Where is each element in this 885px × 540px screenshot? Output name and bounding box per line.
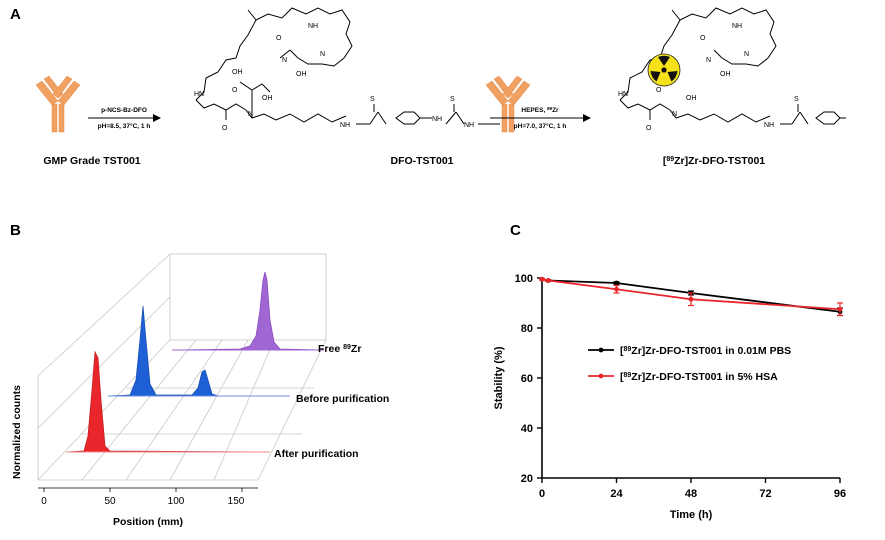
trace-free-zr — [171, 271, 325, 351]
dfo-structure — [195, 7, 500, 125]
x-tick-label: 0 — [539, 488, 545, 500]
legend-marker — [598, 347, 604, 353]
panel-label-a: A — [10, 6, 21, 23]
series-group — [539, 276, 843, 317]
radiation-hazard-icon — [647, 53, 681, 87]
legend-label: [89Zr]Zr-DFO-TST001 in 5% HSA — [620, 371, 778, 383]
trace-after-purification — [65, 350, 271, 453]
x-axis-label: Time (h) — [670, 509, 713, 521]
atom-label: OH — [232, 69, 243, 76]
atom-label: NH — [764, 122, 774, 129]
data-point — [545, 278, 551, 283]
trace-label-after: After purification — [274, 448, 359, 460]
y-tick-label: 40 — [521, 423, 533, 435]
atom-label: N — [672, 111, 677, 118]
atom-label: OH — [686, 95, 697, 102]
atom-label: N — [282, 57, 287, 64]
step1-reagent: p-NCS-Bz-DFO — [101, 107, 147, 114]
x-ticks — [43, 488, 243, 492]
atom-label: S — [370, 96, 375, 103]
x-tick-label: 50 — [104, 496, 116, 507]
trace-before-purification — [107, 305, 290, 397]
data-point — [539, 276, 545, 282]
chromatogram-3d: Free 89Zr Before purification After puri… — [11, 253, 389, 528]
atom-label: N — [744, 51, 749, 58]
x-tick-label: 150 — [228, 496, 245, 507]
atom-label: N — [706, 57, 711, 64]
atom-label: O — [232, 87, 238, 94]
atom-label: OH — [720, 71, 731, 78]
legend-label: [89Zr]Zr-DFO-TST001 in 0.01M PBS — [620, 345, 791, 357]
atom-label: NH — [732, 23, 742, 30]
trace-label-before: Before purification — [296, 393, 389, 405]
step1-conditions: pH=8.5, 37°C, 1 h — [98, 122, 151, 130]
step2-reagent: HEPES, 89Zr — [521, 106, 559, 115]
legend: [89Zr]Zr-DFO-TST001 in 0.01M PBS [89Zr]Zr… — [588, 345, 791, 383]
atom-label: NH — [432, 116, 442, 123]
atom-label: HN — [194, 91, 204, 98]
x-tick-label: 96 — [834, 488, 846, 500]
legend-marker — [598, 373, 604, 379]
y-tick-label: 100 — [515, 273, 533, 285]
reaction-scheme: p-NCS-Bz-DFO pH=8.5, 37°C, 1 h O NH N OH… — [35, 7, 846, 167]
atom-label: S — [794, 96, 799, 103]
atom-label: O — [222, 125, 228, 132]
atom-label: S — [450, 96, 455, 103]
atom-label: O — [656, 87, 662, 94]
atom-label: OH — [262, 95, 273, 102]
y-tick-label: 20 — [521, 473, 533, 485]
x-tick-label: 48 — [685, 488, 697, 500]
atom-label: NH — [340, 122, 350, 129]
label-antibody: GMP Grade TST001 — [43, 155, 140, 167]
step2-conditions: pH=7.0, 37°C, 1 h — [514, 122, 567, 130]
trace-label-free-zr: Free 89Zr — [318, 343, 361, 355]
y-tick-label: 60 — [521, 373, 533, 385]
atom-label: HN — [618, 91, 628, 98]
panel-label-b: B — [10, 222, 21, 239]
label-conjugate: DFO-TST001 — [390, 155, 453, 167]
antibody-icon — [35, 75, 81, 133]
atom-label: O — [700, 35, 706, 42]
axes: 20 40 60 80 100 0 24 48 72 96 — [515, 273, 846, 500]
x-tick-label: 24 — [610, 488, 623, 500]
x-tick-label: 100 — [168, 496, 185, 507]
y-axis-label: Normalized counts — [11, 385, 23, 479]
data-point — [688, 296, 694, 302]
data-point — [614, 280, 619, 286]
y-tick-label: 80 — [521, 323, 533, 335]
x-tick-label: 0 — [41, 496, 47, 507]
atom-label: O — [276, 35, 282, 42]
data-point — [837, 306, 843, 312]
label-radioconjugate: [89Zr]Zr-DFO-TST001 — [663, 155, 765, 167]
atom-label: OH — [296, 71, 307, 78]
atom-label: NH — [308, 23, 318, 30]
box-grid — [37, 253, 327, 481]
x-tick-label: 72 — [759, 488, 771, 500]
data-point — [614, 286, 619, 292]
x-axis-label: Position (mm) — [113, 516, 183, 528]
panel-label-c: C — [510, 222, 521, 239]
atom-label: N — [320, 51, 325, 58]
y-axis-label: Stability (%) — [493, 346, 505, 409]
stability-chart: 20 40 60 80 100 0 24 48 72 96 [89Zr]Zr-DFO-TST001… — [493, 273, 846, 521]
atom-label: O — [646, 125, 652, 132]
atom-label: N — [248, 111, 253, 118]
atom-label: NH — [464, 122, 474, 129]
